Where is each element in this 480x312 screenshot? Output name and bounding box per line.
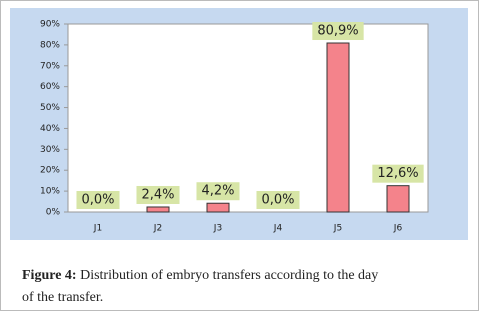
value-label: 2,4% <box>141 187 174 202</box>
y-tick-label: 10% <box>40 187 60 197</box>
y-tick-label: 40% <box>40 124 60 134</box>
caption-text: of the transfer. <box>22 290 103 305</box>
y-tick-label: 50% <box>40 103 60 113</box>
value-label-box <box>372 164 424 183</box>
y-tick-label: 0% <box>46 208 61 218</box>
bar <box>206 202 230 213</box>
bar <box>386 185 410 213</box>
caption-text: Distribution of embryo transfers accordi… <box>80 268 378 283</box>
caption: Figure 4: Distribution of embryo transfe… <box>22 268 378 283</box>
value-label-box <box>196 182 240 201</box>
value-label: 4,2% <box>201 184 234 199</box>
value-label: 12,6% <box>377 166 418 181</box>
bar <box>146 206 170 213</box>
x-tick-label: J6 <box>393 224 403 234</box>
x-tick-label: J3 <box>213 224 222 234</box>
value-label: 0,0% <box>81 193 114 208</box>
y-tick-label: 20% <box>40 166 60 176</box>
x-tick-label: J1 <box>93 224 102 234</box>
value-label-box <box>136 185 180 204</box>
value-label: 80,9% <box>317 24 358 39</box>
plot-area <box>67 23 429 213</box>
y-tick-label: 30% <box>40 145 60 155</box>
value-label: 0,0% <box>261 193 294 208</box>
value-label-box <box>312 22 364 41</box>
x-tick-label: J2 <box>153 224 162 234</box>
caption-label: Figure 4: <box>22 268 77 283</box>
value-label-box <box>256 191 300 209</box>
x-tick-label: J4 <box>273 224 283 234</box>
y-tick-label: 70% <box>40 61 60 71</box>
value-label-box <box>76 191 120 209</box>
y-tick-label: 80% <box>40 40 60 50</box>
bar <box>326 42 350 213</box>
y-tick-label: 60% <box>40 82 60 92</box>
x-tick-label: J5 <box>333 224 342 234</box>
y-tick-label: 90% <box>40 20 60 30</box>
